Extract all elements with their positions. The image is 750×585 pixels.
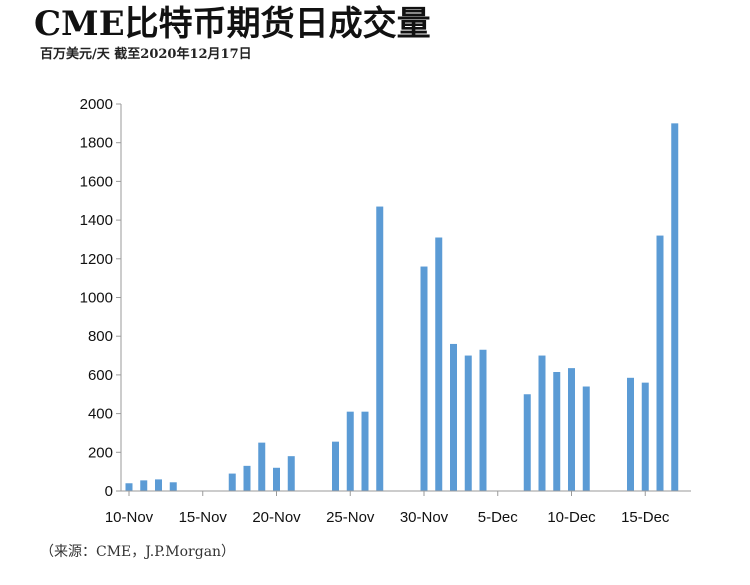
y-ticks-group: 0 200 400 600 800 1000 1200 1400 1600 1800 2000 xyxy=(80,96,121,500)
bar-17-Dec xyxy=(671,123,679,491)
y-tick-label: 1800 xyxy=(80,135,113,152)
x-tick-label: 5-Dec xyxy=(478,509,519,526)
bar-1-Dec xyxy=(435,237,443,491)
y-tick-label: 1400 xyxy=(80,212,113,229)
y-tick-label: 2000 xyxy=(80,96,113,113)
bar-7-Dec xyxy=(523,394,531,491)
bar-12-Nov xyxy=(155,479,162,491)
x-tick-label: 10-Dec xyxy=(547,509,596,526)
y-tick-label: 600 xyxy=(88,367,113,384)
bar-2-Dec xyxy=(450,343,457,491)
y-tick-label: 0 xyxy=(105,483,113,500)
bars-group xyxy=(125,123,679,492)
bar-9-Dec xyxy=(553,372,561,491)
y-tick-label: 1000 xyxy=(80,290,113,307)
bar-11-Nov xyxy=(140,480,148,491)
bar-10-Nov xyxy=(125,483,133,491)
x-tick-label: 30-Nov xyxy=(400,509,449,526)
bar-20-Nov xyxy=(273,467,280,491)
y-tick-label: 1200 xyxy=(80,251,113,268)
bar-3-Dec xyxy=(464,355,472,491)
bar-11-Dec xyxy=(582,386,590,491)
bar-8-Dec xyxy=(538,355,546,491)
bar-10-Dec xyxy=(568,368,575,491)
bar-30-Nov xyxy=(420,266,428,491)
x-tick-label: 15-Nov xyxy=(179,509,228,526)
bar-24-Nov xyxy=(332,441,339,491)
bar-19-Nov xyxy=(258,442,266,492)
bar-21-Nov xyxy=(287,456,295,491)
bar-18-Nov xyxy=(243,465,251,491)
y-tick-label: 800 xyxy=(88,328,113,345)
chart-title: CME比特币期货日成交量 xyxy=(34,4,431,44)
bar-25-Nov xyxy=(346,411,354,491)
bar-16-Dec xyxy=(656,235,664,491)
x-tick-label: 25-Nov xyxy=(326,509,375,526)
bar-4-Dec xyxy=(479,349,487,491)
bar-17-Nov xyxy=(228,473,236,491)
x-tick-label: 20-Nov xyxy=(252,509,301,526)
x-tick-label: 15-Dec xyxy=(621,509,670,526)
bar-14-Dec xyxy=(627,377,634,491)
bar-26-Nov xyxy=(361,411,369,491)
bar-15-Dec xyxy=(641,382,649,491)
bar-27-Nov xyxy=(376,206,384,491)
chart-subtitle: 百万美元/天 截至2020年12月17日 xyxy=(40,47,252,62)
y-tick-label: 400 xyxy=(88,406,113,423)
x-ticks-group: 10-Nov 15-Nov 20-Nov 25-Nov 30-Nov 5-Dec 10-De… xyxy=(105,491,670,526)
source-note: （来源：CME，J.P.Morgan） xyxy=(40,544,236,560)
y-tick-label: 200 xyxy=(88,444,113,461)
x-tick-label: 10-Nov xyxy=(105,509,154,526)
y-tick-label: 1600 xyxy=(80,173,113,190)
bar-13-Nov xyxy=(169,482,177,491)
